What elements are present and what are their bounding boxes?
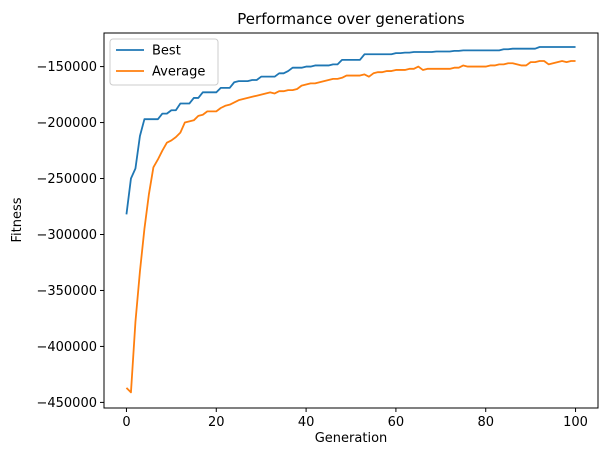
chart-title: Performance over generations — [237, 10, 465, 28]
y-tick-label: −200000 — [36, 116, 97, 131]
axes-frame — [103, 32, 599, 409]
plot-layer — [125, 46, 576, 394]
series-line-average — [125, 60, 576, 394]
y-tick-label: −300000 — [36, 228, 97, 243]
x-tick-label: 20 — [208, 415, 225, 430]
x-tick-label: 40 — [298, 415, 315, 430]
x-tick-label: 100 — [563, 415, 588, 430]
y-tick-label: −400000 — [36, 340, 97, 355]
axes-layer: 0 20 40 60 80 100 −450000 −400000 −350000 −300000… — [36, 60, 587, 430]
legend-label-best: Best — [152, 44, 181, 59]
series-line-best — [125, 46, 576, 215]
y-axis-label: Fitness — [10, 197, 25, 242]
legend-label-average: Average — [152, 65, 205, 80]
legend: Best Average — [109, 38, 219, 86]
x-tick-label: 80 — [477, 415, 494, 430]
y-tick-label: −450000 — [36, 396, 97, 411]
x-axis-label: Generation — [315, 431, 388, 446]
y-tick-label: −150000 — [36, 60, 97, 75]
x-tick-label: 0 — [122, 415, 130, 430]
y-tick-label: −350000 — [36, 284, 97, 299]
y-tick-label: −250000 — [36, 172, 97, 187]
x-tick-label: 60 — [388, 415, 405, 430]
